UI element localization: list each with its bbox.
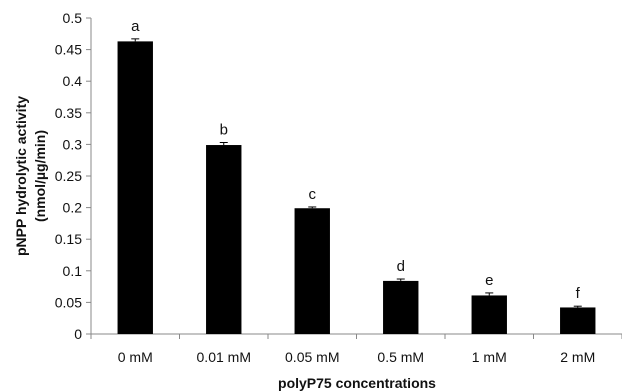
significance-label: c: [309, 186, 317, 203]
y-tick-label: 0.4: [63, 73, 83, 89]
x-tick-label: 0.01 mM: [197, 349, 251, 365]
y-tick-label: 0.15: [55, 231, 82, 247]
y-axis: 0 0.05 0.1 0.15 0.2 0.25 0.3 0.35 0.4 0.45 0.5: [55, 10, 92, 342]
x-tick-label: 1 mM: [472, 349, 507, 365]
bar: [471, 295, 507, 334]
y-tick-label: 0.2: [63, 200, 83, 216]
x-tick-label: 0.05 mM: [285, 349, 339, 365]
y-tick-label: 0.1: [63, 263, 83, 279]
significance-label: b: [220, 122, 228, 139]
significance-label: e: [485, 272, 493, 289]
y-tick-label: 0.5: [63, 10, 83, 26]
significance-label: d: [397, 258, 405, 275]
y-tick-label: 0.05: [55, 294, 82, 310]
x-tick-label: 0.5 mM: [377, 349, 424, 365]
bar: [294, 208, 330, 334]
bar: [206, 145, 242, 334]
y-tick-label: 0.35: [55, 105, 82, 121]
bars: a b c d e f: [117, 18, 596, 334]
significance-label: f: [576, 285, 581, 302]
x-tick-label: 0 mM: [118, 349, 153, 365]
bar: [560, 307, 596, 334]
y-tick-label: 0.3: [63, 136, 83, 152]
x-tick-label: 2 mM: [560, 349, 595, 365]
bar: [117, 41, 153, 334]
y-tick-label: 0.25: [55, 168, 82, 184]
bar: [383, 280, 419, 334]
y-tick-label: 0.45: [55, 42, 82, 58]
x-axis: 0 mM 0.01 mM 0.05 mM 0.5 mM 1 mM 2 mM: [90, 333, 622, 365]
y-tick-label: 0: [74, 326, 82, 342]
y-axis-title-line1: pNPP hydrolytic activity: [13, 96, 29, 256]
y-axis-title-line2: (nmol/µg/min): [32, 130, 48, 222]
significance-label: a: [131, 18, 140, 35]
x-axis-title: polyP75 concentrations: [278, 375, 436, 391]
